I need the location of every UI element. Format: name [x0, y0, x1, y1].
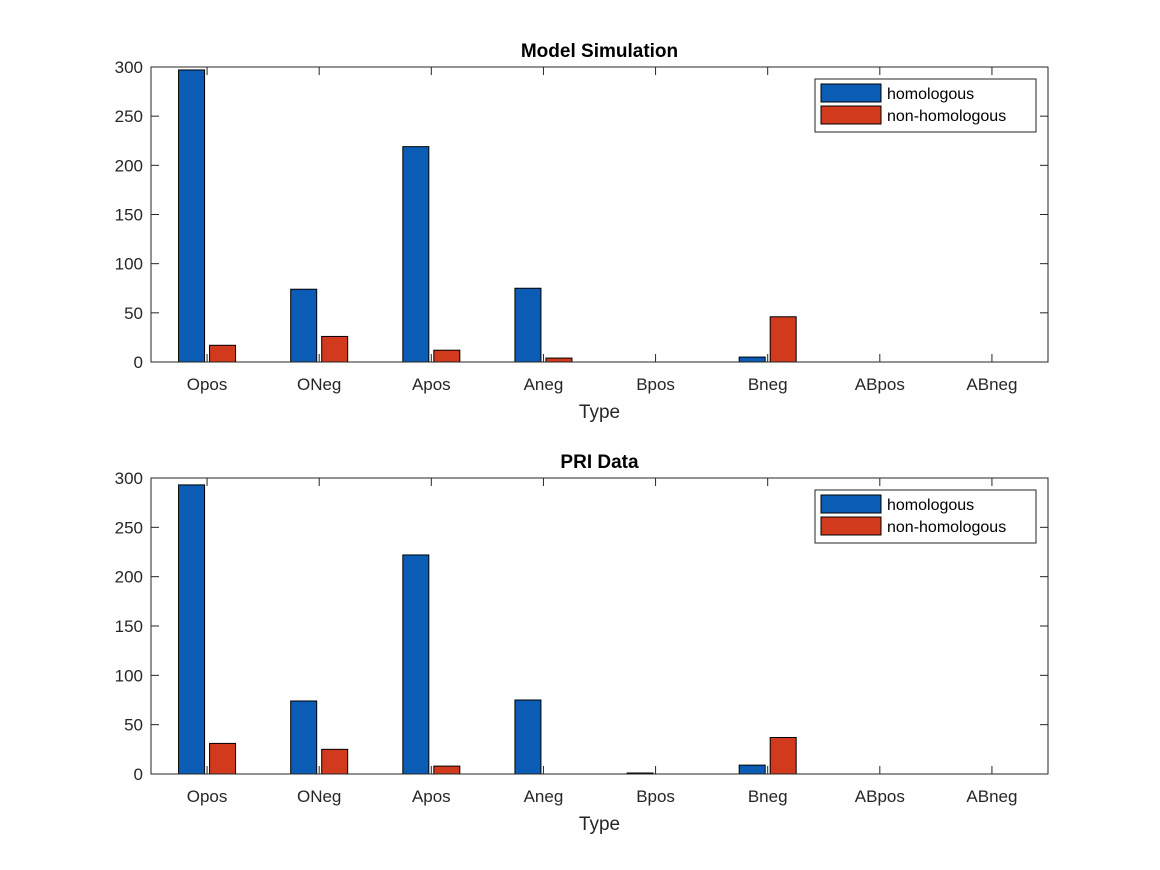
x-tick-label: ABneg — [966, 787, 1017, 806]
bar-non-homologous-Apos — [433, 765, 461, 775]
x-tick-label: ONeg — [297, 787, 341, 806]
y-tick-label: 150 — [115, 617, 143, 636]
y-tick-label: 300 — [115, 58, 143, 77]
y-tick-label: 50 — [124, 716, 143, 735]
x-axis-label: Type — [579, 814, 620, 835]
x-tick-label: Bneg — [748, 787, 788, 806]
x-tick-label: ABpos — [855, 787, 905, 806]
y-tick-label: 100 — [115, 255, 143, 274]
x-tick-label: Opos — [187, 787, 228, 806]
legend-swatch-homologous — [820, 83, 882, 103]
legend-swatch-non-homologous — [820, 516, 882, 536]
legend: homologous non-homologous — [814, 489, 1037, 544]
x-tick-label: Bpos — [636, 787, 675, 806]
y-tick-label: 50 — [124, 304, 143, 323]
x-tick-label: Apos — [412, 787, 451, 806]
bar-homologous-ONeg — [290, 288, 318, 363]
bar-non-homologous-Aneg — [545, 357, 573, 363]
chart-2: 0 50 100 150 200 250 300 Opos ONeg Apos Aneg Bpos Bn… — [115, 452, 1049, 835]
y-tick-label: 0 — [134, 353, 143, 372]
x-tick-label: Aneg — [524, 375, 564, 394]
bar-homologous-Bneg — [738, 356, 766, 363]
y-tick-label: 250 — [115, 107, 143, 126]
x-tick-label: Bpos — [636, 375, 675, 394]
y-tick-label: 100 — [115, 666, 143, 685]
x-axis-label: Type — [579, 402, 620, 423]
legend-swatch-homologous — [820, 494, 882, 514]
y-tick-label: 250 — [115, 518, 143, 537]
legend-label-homologous: homologous — [887, 497, 974, 514]
bar-homologous-Aneg — [514, 287, 542, 363]
x-tick-label: ABneg — [966, 375, 1017, 394]
bar-non-homologous-Opos — [209, 344, 237, 363]
bar-non-homologous-ONeg — [321, 748, 349, 775]
legend-swatch-non-homologous — [820, 105, 882, 125]
y-tick-label: 0 — [134, 765, 143, 784]
x-tick-label: Aneg — [524, 787, 564, 806]
y-tick-label: 150 — [115, 206, 143, 225]
legend-label-homologous: homologous — [887, 86, 974, 103]
legend-label-non-homologous: non-homologous — [887, 519, 1006, 536]
bar-non-homologous-Opos — [209, 742, 237, 775]
y-tick-label: 200 — [115, 156, 143, 175]
bar-non-homologous-Bneg — [769, 316, 797, 363]
bar-non-homologous-Bneg — [769, 736, 797, 775]
chart-1: 0 50 100 150 200 250 300 Opos ONeg Apos Aneg Bpos Bn… — [115, 41, 1049, 423]
bar-homologous-Bneg — [738, 764, 766, 775]
y-tick-label: 200 — [115, 568, 143, 587]
chart-title: PRI Data — [560, 452, 639, 473]
bar-non-homologous-Apos — [433, 349, 461, 363]
bar-homologous-Opos — [178, 484, 206, 775]
x-tick-label: Bneg — [748, 375, 788, 394]
bar-non-homologous-ONeg — [321, 335, 349, 363]
x-tick-label: Apos — [412, 375, 451, 394]
legend-label-non-homologous: non-homologous — [887, 108, 1006, 125]
y-tick-label: 300 — [115, 469, 143, 488]
bar-homologous-Opos — [178, 69, 206, 363]
x-tick-label: ABpos — [855, 375, 905, 394]
chart-title: Model Simulation — [521, 41, 678, 62]
bar-homologous-Apos — [402, 554, 430, 775]
bar-homologous-ONeg — [290, 700, 318, 775]
x-tick-label: Opos — [187, 375, 228, 394]
bar-homologous-Aneg — [514, 699, 542, 775]
legend: homologous non-homologous — [814, 78, 1037, 133]
bar-homologous-Apos — [402, 146, 430, 363]
x-tick-label: ONeg — [297, 375, 341, 394]
